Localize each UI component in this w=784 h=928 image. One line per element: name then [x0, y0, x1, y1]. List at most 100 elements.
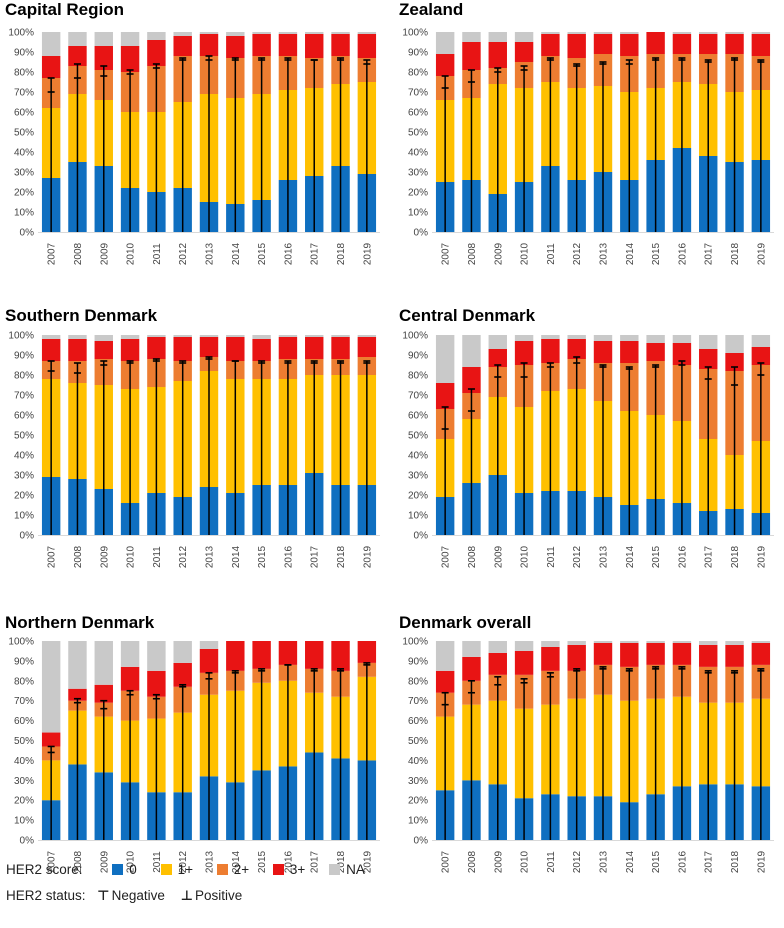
capital-region-x-tick-label: 2013: [205, 242, 216, 265]
zealand-bar-segment-na: [620, 32, 639, 34]
northern-denmark-y-tick-label: 50%: [14, 736, 34, 747]
denmark-overall-bar-segment-na: [699, 641, 718, 645]
central-denmark-bar-segment-na: [725, 335, 744, 353]
northern-denmark-y-tick-label: 0%: [20, 836, 35, 847]
northern-denmark-x-tick-label: 2011: [152, 851, 163, 873]
legend-item-0: 0: [112, 862, 137, 877]
southern-denmark-x-tick-label: 2014: [231, 545, 242, 568]
capital-region-x-tick-label: 2018: [336, 242, 347, 265]
northern-denmark-x-tick-label: 2012: [178, 850, 189, 873]
capital-region-x-tick-label: 2009: [99, 242, 110, 265]
northern-denmark-bar-segment-na: [94, 641, 113, 685]
southern-denmark-x-tick-label: 2013: [205, 545, 216, 568]
capital-region-bar-segment-3plus: [305, 34, 324, 58]
capital-region-title: Capital Region: [5, 0, 124, 19]
capital-region-bar-segment-na: [278, 32, 298, 34]
zealand-bar-segment-3plus: [541, 34, 560, 56]
denmark-overall-bar-segment-3plus: [593, 642, 613, 665]
zealand-x-tick-label: 2010: [520, 242, 531, 265]
zealand-y-tick-label: 10%: [408, 208, 428, 219]
southern-denmark-bar-segment-na: [357, 335, 377, 337]
northern-denmark-x-tick-label: 2015: [257, 850, 268, 873]
northern-denmark-bar-segment-3plus: [252, 641, 271, 669]
northern-denmark-y-tick-label: 30%: [14, 776, 34, 787]
southern-denmark-bar-segment-na: [94, 335, 113, 341]
southern-denmark-title: Southern Denmark: [5, 306, 158, 325]
northern-denmark-bar-segment-3plus: [120, 666, 140, 691]
denmark-overall-bar-segment-na: [725, 641, 744, 645]
northern-denmark-bar-segment-na: [120, 641, 140, 667]
capital-region-bar-segment-na: [199, 32, 219, 34]
zealand-title: Zealand: [399, 0, 463, 19]
southern-denmark-bar-segment-3plus: [226, 337, 245, 361]
legend-swatch-0: [112, 864, 124, 875]
capital-region-bar-segment-3plus: [94, 46, 113, 70]
capital-region-y-tick-label: 30%: [14, 168, 34, 179]
capital-region-x-tick-label: 2019: [362, 242, 373, 265]
southern-denmark-bar-segment-3plus: [68, 339, 87, 361]
northern-denmark-y-tick-label: 70%: [14, 696, 34, 707]
legend-item-negative: ⊤ Negative: [97, 888, 165, 904]
northern-denmark-y-tick-label: 100%: [8, 637, 34, 648]
central-denmark-bar-segment-na: [593, 335, 613, 341]
southern-denmark-bar-segment-3plus: [357, 337, 377, 357]
southern-denmark-y-tick-label: 60%: [14, 411, 34, 422]
capital-region-x-tick-label: 2017: [310, 242, 321, 265]
northern-denmark-bar-segment-3plus: [278, 641, 298, 665]
northern-denmark-bar-segment-3plus: [94, 684, 113, 703]
capital-region-x-tick-label: 2007: [47, 242, 58, 265]
capital-region-y-tick-label: 100%: [8, 28, 34, 39]
capital-region-x-tick-label: 2011: [152, 243, 163, 265]
capital-region-bar-segment-3plus: [278, 34, 298, 56]
capital-region-x-tick-label: 2010: [126, 242, 137, 265]
central-denmark-bar-segment-3plus: [620, 341, 639, 363]
capital-region-bar-segment-na: [173, 32, 192, 36]
central-denmark-y-tick-label: 50%: [408, 431, 428, 442]
southern-denmark-y-tick-label: 10%: [14, 511, 34, 522]
legend: HER2 score: 0 1+ 2+ 3+ NA HER2 status: ⊤…: [6, 858, 566, 924]
positive-marker-icon: ⊥: [180, 888, 194, 904]
denmark-overall-x-tick-label: 2012: [572, 850, 583, 873]
zealand-x-tick-label: 2007: [441, 242, 452, 265]
zealand-y-tick-label: 40%: [408, 148, 428, 159]
northern-denmark-x-tick-label: 2007: [47, 850, 58, 873]
southern-denmark-bar-segment-3plus: [199, 337, 219, 357]
zealand-x-tick-label: 2015: [651, 242, 662, 265]
capital-region-bar-segment-na: [41, 32, 61, 56]
denmark-overall-x-tick-label: 2015: [651, 850, 662, 873]
southern-denmark-y-tick-label: 70%: [14, 391, 34, 402]
zealand-x-tick-label: 2014: [625, 242, 636, 265]
southern-denmark-bar-segment-na: [226, 335, 245, 337]
zealand-bar-segment-na: [435, 32, 455, 54]
central-denmark-bar-segment-na: [567, 335, 586, 339]
central-denmark-y-tick-label: 60%: [408, 411, 428, 422]
zealand-bar-segment-na: [462, 32, 481, 42]
northern-denmark-bar-segment-3plus: [305, 641, 324, 669]
northern-denmark-bar-segment-3plus: [226, 641, 245, 671]
central-denmark-x-tick-label: 2010: [520, 545, 531, 568]
capital-region-bar-segment-na: [94, 32, 113, 46]
denmark-overall-bar-segment-na: [567, 641, 586, 645]
capital-region-x-tick-label: 2015: [257, 242, 268, 265]
capital-region-bar-segment-3plus: [68, 46, 87, 66]
central-denmark-bar-segment-3plus: [488, 349, 507, 367]
zealand-y-tick-label: 30%: [408, 168, 428, 179]
zealand-bar-segment-3plus: [567, 34, 586, 58]
capital-region-bar-segment-3plus: [357, 34, 377, 58]
capital-region-y-tick-label: 60%: [14, 108, 34, 119]
central-denmark-bar-segment-na: [541, 335, 560, 339]
zealand-x-tick-label: 2009: [493, 242, 504, 265]
northern-denmark-bar-segment-na: [173, 641, 192, 663]
denmark-overall-bar-segment-3plus: [541, 646, 560, 671]
southern-denmark-chart: Southern Denmark 0% 10% 20% 30% 40% 50% 60% 70% 8…: [5, 306, 380, 568]
zealand-x-tick-label: 2013: [599, 242, 610, 265]
zealand-bar-segment-3plus: [699, 34, 718, 54]
central-denmark-bar-segment-na: [751, 335, 771, 347]
southern-denmark-bar-segment-3plus: [173, 337, 192, 361]
central-denmark-y-tick-label: 0%: [414, 531, 429, 542]
denmark-overall-x-tick-label: 2008: [467, 850, 478, 873]
central-denmark-y-tick-label: 80%: [408, 371, 428, 382]
zealand-bar-segment-3plus: [751, 34, 771, 56]
central-denmark-bar-segment-na: [672, 335, 692, 343]
denmark-overall-bar-segment-na: [514, 641, 534, 651]
